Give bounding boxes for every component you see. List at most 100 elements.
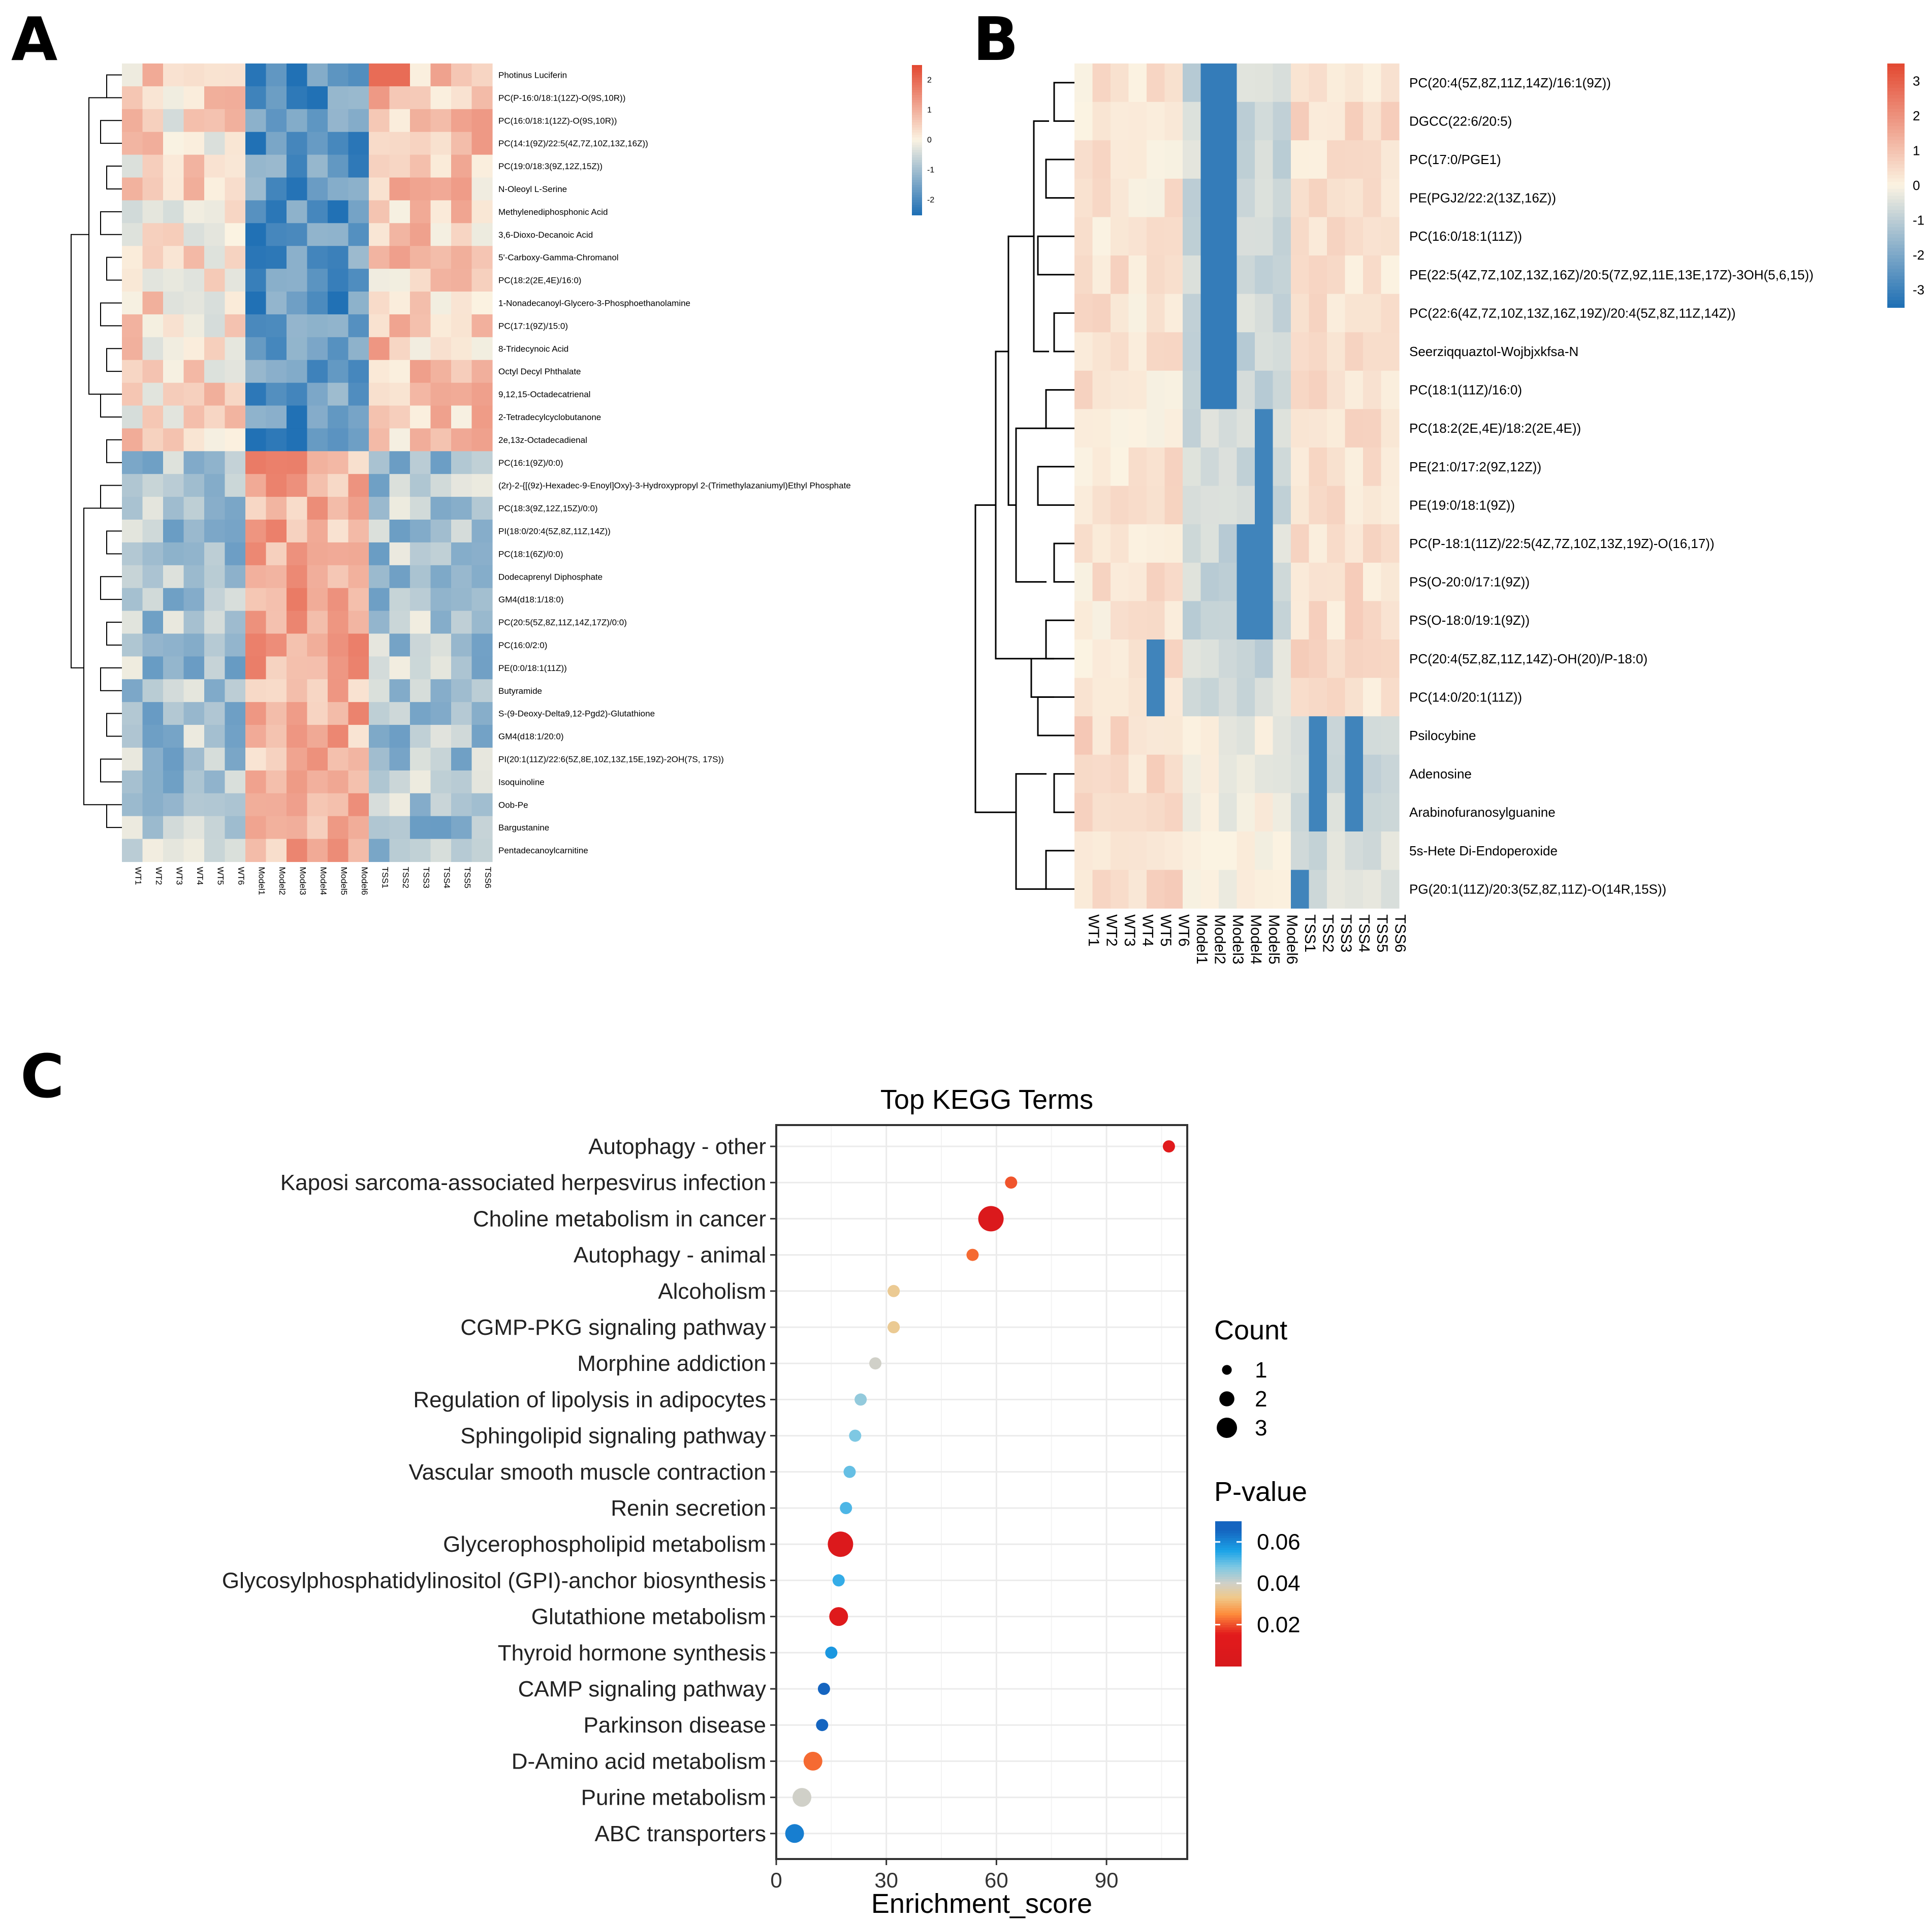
heatmap-b-cell (1237, 140, 1255, 179)
heatmap-b-cell (1381, 716, 1400, 755)
colorbar-b-segment (1887, 133, 1905, 137)
heatmap-a-col-label: WT6 (236, 867, 246, 885)
heatmap-b-cell (1128, 562, 1147, 601)
heatmap-a-cell (430, 725, 452, 748)
heatmap-a-cell (183, 314, 205, 338)
heatmap-a-cell (266, 63, 287, 87)
heatmap-a-cell (328, 223, 349, 246)
heatmap-b-col-label: TSS4 (1355, 914, 1372, 952)
heatmap-a-cell (348, 428, 369, 452)
heatmap-b-cell (1309, 332, 1327, 371)
heatmap-a-cell (389, 200, 410, 223)
heatmap-b-cell (1128, 102, 1147, 141)
heatmap-b-cell (1092, 178, 1111, 217)
colorbar-b-segment (1887, 251, 1905, 256)
heatmap-a-cell (307, 679, 328, 702)
colorbar-b-segment (1887, 220, 1905, 225)
heatmap-b-cell (1255, 524, 1274, 563)
y-tick-label: CGMP-PKG signaling pathway (460, 1315, 766, 1340)
heatmap-a-cell (245, 542, 267, 566)
heatmap-b-cell (1128, 524, 1147, 563)
heatmap-b-cell (1128, 409, 1147, 448)
colorbar-a-segment (912, 115, 922, 118)
heatmap-a-cell (430, 793, 452, 817)
heatmap-b-cell (1074, 294, 1093, 333)
panel-label-b: B (973, 4, 1019, 74)
heatmap-a-col-label: Model1 (257, 867, 266, 895)
y-tick-label: Glutathione metabolism (531, 1605, 766, 1629)
heatmap-b-cell (1147, 255, 1165, 295)
heatmap-a-cell (183, 405, 205, 429)
heatmap-b-cell (1147, 370, 1165, 409)
heatmap-a-row-label: PC(20:5(5Z,8Z,11Z,14Z,17Z)/0:0) (498, 618, 627, 627)
heatmap-a-cell (266, 200, 287, 223)
heatmap-a-cell (204, 633, 226, 657)
heatmap-a-cell (430, 565, 452, 589)
x-tick-label: 90 (1095, 1868, 1119, 1892)
legend-p-segment (1215, 1629, 1242, 1633)
heatmap-b-cell (1128, 63, 1147, 103)
heatmap-a-cell (307, 337, 328, 361)
heatmap-a-col-label: TSS6 (483, 867, 493, 889)
heatmap-a-cell (122, 816, 143, 840)
heatmap-b-cell (1255, 716, 1274, 755)
heatmap-a-cell (266, 360, 287, 383)
heatmap-a-cell (389, 725, 410, 748)
heatmap-a-cell (225, 269, 246, 292)
heatmap-a-cell (471, 588, 493, 612)
colorbar-b-segment (1887, 231, 1905, 235)
heatmap-a-cell (204, 611, 226, 634)
dendrogram-branch (106, 713, 122, 737)
heatmap-a-cell (307, 154, 328, 178)
heatmap-b-cell (1219, 601, 1238, 640)
data-point (869, 1357, 882, 1370)
heatmap-a-cell (471, 337, 493, 361)
heatmap-b-cell (1381, 793, 1400, 832)
heatmap-a-cell (471, 520, 493, 543)
heatmap-b-cell (1200, 217, 1219, 256)
heatmap-b-row-label: PC(20:4(5Z,8Z,11Z,14Z)/16:1(9Z)) (1409, 75, 1611, 90)
heatmap-a-cell (225, 793, 246, 817)
colorbar-a-segment (912, 125, 922, 128)
heatmap-b-cell (1092, 639, 1111, 679)
y-tick-label: Vascular smooth muscle contraction (409, 1460, 766, 1485)
heatmap-a-cell (204, 269, 226, 292)
plot-frame (775, 1124, 1188, 1860)
heatmap-a-cell (451, 770, 472, 794)
heatmap-a-cell (430, 451, 452, 474)
heatmap-a-cell (348, 725, 369, 748)
heatmap-b-cell (1111, 255, 1129, 295)
data-point (888, 1321, 900, 1333)
heatmap-b-cell (1327, 178, 1346, 217)
heatmap-b-cell (1309, 601, 1327, 640)
heatmap-a-cell (369, 177, 390, 201)
heatmap-b-cell (1237, 716, 1255, 755)
colorbar-b-segment (1887, 143, 1905, 148)
heatmap-a-cell (410, 223, 431, 246)
heatmap-a-cell (307, 656, 328, 680)
heatmap-a-cell (307, 816, 328, 840)
heatmap-a-cell (142, 474, 164, 497)
legend-count-dot (1222, 1365, 1232, 1375)
heatmap-a-cell (225, 382, 246, 406)
dendrogram-branch (1053, 542, 1074, 583)
heatmap-a-cell (122, 246, 143, 269)
heatmap-b-cell (1200, 255, 1219, 295)
heatmap-b-cell (1273, 409, 1291, 448)
dendrogram-branch (106, 348, 122, 372)
heatmap-a-cell (245, 611, 267, 634)
heatmap-a-cell (451, 86, 472, 110)
heatmap-b-cell (1164, 716, 1183, 755)
heatmap-b-cell (1111, 486, 1129, 525)
legend-p-segment (1215, 1562, 1242, 1565)
x-axis-label: Enrichment_score (871, 1888, 1092, 1919)
heatmap-a-cell (204, 520, 226, 543)
y-tick-label: Purine metabolism (581, 1785, 766, 1810)
heatmap-a-cell (204, 451, 226, 474)
heatmap-a-cell (451, 223, 472, 246)
heatmap-a-cell (410, 86, 431, 110)
legend-p-segment (1215, 1663, 1242, 1667)
heatmap-b-col-label: TSS5 (1374, 914, 1390, 952)
heatmap-b-cell (1074, 63, 1093, 103)
heatmap-a-cell (266, 405, 287, 429)
